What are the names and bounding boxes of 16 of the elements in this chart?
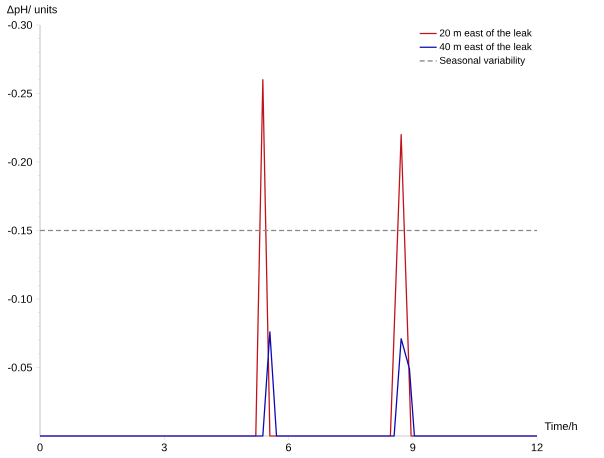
legend-label: Seasonal variability — [440, 56, 526, 66]
x-axis-title: Time/h — [544, 422, 577, 430]
x-tick-label: 9 — [410, 444, 416, 452]
y-axis-title: ΔpH/ units — [7, 5, 57, 16]
x-tick-label: 6 — [286, 444, 292, 452]
y-tick-label: -0.05 — [8, 364, 32, 372]
y-tick-label: -0.30 — [8, 21, 32, 29]
y-tick-label: -0.10 — [8, 295, 32, 303]
y-tick-label: -0.20 — [8, 158, 32, 166]
y-tick-label: -0.25 — [8, 90, 32, 98]
y-tick-label: -0.15 — [8, 226, 32, 234]
legend-label: 40 m east of the leak — [440, 42, 532, 50]
legend-label: 20 m east of the leak — [440, 29, 532, 36]
x-tick-label: 12 — [532, 444, 543, 452]
x-tick-label: 0 — [37, 444, 43, 452]
x-tick-label: 3 — [162, 444, 167, 452]
